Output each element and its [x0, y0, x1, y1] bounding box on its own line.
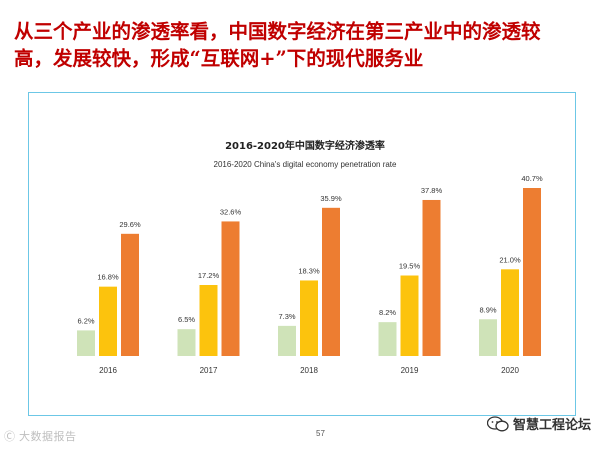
bar-chart: 2016-2020年中国数字经济渗透率 2016-2020 China's di…	[77, 139, 543, 375]
wechat-icon	[487, 415, 509, 431]
x-tick-label-2017: 2017	[200, 366, 218, 375]
x-tick-label-2020: 2020	[501, 366, 519, 375]
data-label-2018-series-1: 7.3%	[278, 312, 295, 321]
bar-2017-series-1	[177, 329, 196, 356]
data-label-2016-series-1: 6.2%	[77, 316, 94, 325]
slide-headline: 从三个产业的渗透率看，中国数字经济在第三产业中的渗透较 高，发展较快，形成“互联…	[14, 18, 589, 72]
bar-2018-series-2	[300, 280, 318, 356]
chart-title: 2016-2020年中国数字经济渗透率	[225, 139, 385, 152]
bar-2016-series-1	[77, 330, 95, 356]
x-tick-label-2019: 2019	[401, 366, 419, 375]
data-label-2017-series-2: 17.2%	[198, 271, 220, 280]
page-number: 57	[316, 429, 325, 438]
bar-2019-series-3	[422, 199, 441, 356]
data-label-2020-series-1: 8.9%	[479, 305, 496, 314]
headline-line-2: 高，发展较快，形成“互联网+”下的现代服务业	[14, 47, 424, 70]
watermark-right-text: 智慧工程论坛	[513, 418, 592, 433]
data-label-2018-series-2: 18.3%	[298, 266, 320, 275]
data-label-2019-series-2: 19.5%	[399, 262, 421, 271]
bar-2016-series-2	[99, 286, 117, 356]
headline-line-1: 从三个产业的渗透率看，中国数字经济在第三产业中的渗透较	[14, 20, 541, 43]
data-label-2018-series-3: 35.9%	[320, 194, 342, 203]
bar-2019-series-2	[400, 275, 419, 356]
data-label-2020-series-3: 40.7%	[521, 174, 543, 183]
bar-2016-series-3	[121, 233, 139, 356]
data-label-2016-series-2: 16.8%	[97, 273, 119, 282]
bar-2017-series-3	[221, 221, 240, 356]
bar-2020-series-2	[501, 269, 519, 356]
data-label-2016-series-3: 29.6%	[119, 220, 141, 229]
bar-2018-series-3	[322, 207, 340, 356]
data-label-2017-series-3: 32.6%	[220, 207, 242, 216]
bar-2019-series-1	[378, 322, 397, 356]
data-label-2019-series-3: 37.8%	[421, 186, 443, 195]
chart-frame: 2016-2020年中国数字经济渗透率 2016-2020 China's di…	[28, 92, 576, 416]
watermark-left: Ⓒ 大数据报告	[4, 431, 77, 443]
bar-2017-series-2	[199, 285, 218, 356]
data-label-2020-series-2: 21.0%	[499, 255, 521, 264]
x-tick-label-2016: 2016	[99, 366, 117, 375]
bar-2018-series-1	[278, 325, 296, 356]
data-label-2017-series-1: 6.5%	[178, 315, 195, 324]
chart-marks: 6.2% 16.8% 29.6% 2016 6.5% 17.2% 32.6% 2017 7.3%…	[77, 174, 543, 375]
bar-2020-series-1	[479, 319, 497, 356]
data-label-2019-series-1: 8.2%	[379, 308, 396, 317]
x-tick-label-2018: 2018	[300, 366, 318, 375]
chart-subtitle: 2016-2020 China's digital economy penetr…	[214, 160, 398, 169]
watermark-right: 智慧工程论坛	[487, 414, 591, 433]
bar-2020-series-3	[523, 188, 541, 356]
